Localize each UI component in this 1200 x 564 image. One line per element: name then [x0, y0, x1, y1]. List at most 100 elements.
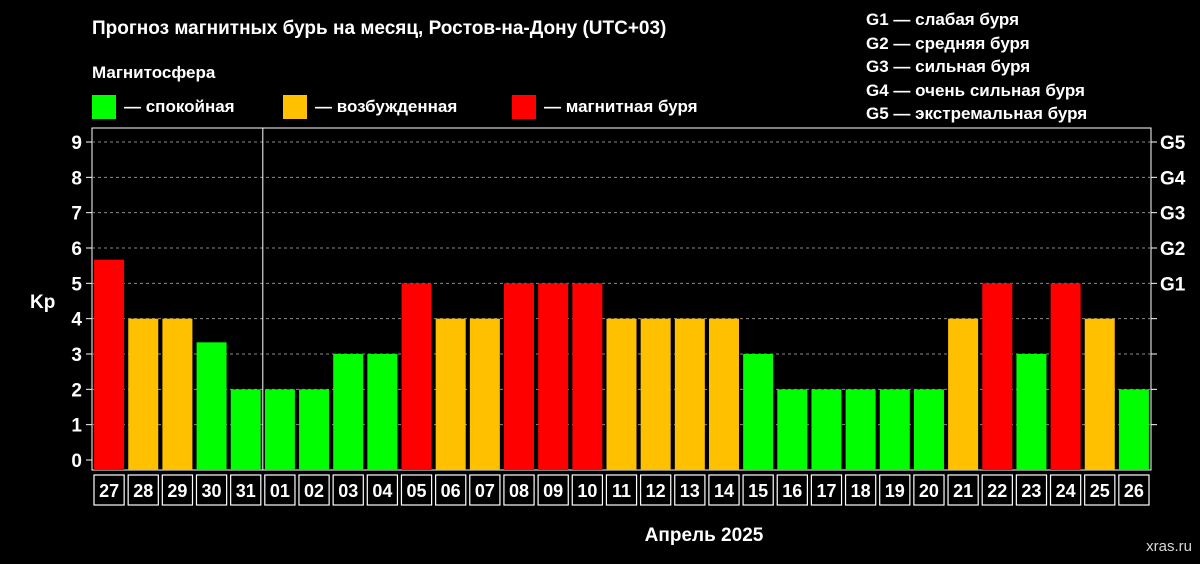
x-tick-label: 10 — [577, 481, 597, 501]
x-tick-label: 16 — [782, 481, 802, 501]
y-tick-label: 0 — [71, 451, 82, 472]
x-tick-label: 01 — [270, 481, 290, 501]
y-tick-label: 8 — [71, 168, 82, 189]
x-tick-box — [230, 474, 262, 506]
watermark: xras.ru — [1146, 538, 1192, 555]
x-tick-label: 26 — [1124, 481, 1144, 501]
bar-10 — [572, 283, 603, 470]
x-tick-box — [400, 474, 433, 506]
x-tick-box — [1049, 474, 1082, 506]
x-tick-box — [93, 474, 125, 506]
bar-15 — [743, 354, 774, 470]
right-tick-label-g5: G5 — [1160, 133, 1186, 154]
x-tick-label: 19 — [885, 481, 905, 501]
bar-30 — [196, 342, 227, 470]
x-tick-box — [571, 474, 604, 506]
y-tick-label: 4 — [71, 310, 82, 331]
x-tick-box — [161, 474, 194, 506]
bar-13 — [674, 318, 705, 470]
x-tick-label: 18 — [851, 481, 871, 501]
x-tick-label: 23 — [1021, 481, 1041, 501]
legend-swatch-storm — [512, 95, 536, 119]
x-tick-label: 21 — [953, 481, 973, 501]
bar-07 — [469, 318, 500, 470]
x-tick-box — [1084, 474, 1116, 506]
right-tick-label-g3: G3 — [1160, 204, 1185, 225]
x-tick-label: 22 — [987, 481, 1007, 501]
x-tick-label: 17 — [816, 481, 836, 501]
g-scale-g4: G4 — очень сильная буря — [866, 81, 1085, 100]
x-tick-label: 12 — [646, 481, 666, 501]
legend-label-calm: — спокойная — [124, 97, 235, 116]
x-tick-box — [776, 474, 808, 506]
y-tick-label: 3 — [71, 345, 82, 366]
x-tick-label: 24 — [1056, 481, 1076, 501]
legend-label-excited: — возбужденная — [315, 97, 457, 116]
x-tick-label: 03 — [338, 481, 358, 501]
bar-26 — [1118, 389, 1149, 470]
g-scale-g2: G2 — средняя буря — [866, 34, 1030, 53]
x-tick-box — [810, 474, 843, 506]
x-tick-label: 28 — [133, 481, 153, 501]
x-tick-label: 08 — [509, 481, 529, 501]
g-scale-g1: G1 — слабая буря — [866, 10, 1019, 29]
x-tick-label: 15 — [748, 481, 768, 501]
right-tick-label-g1: G1 — [1160, 274, 1186, 295]
legend-heading: Магнитосфера — [92, 63, 216, 82]
bar-21 — [948, 318, 979, 470]
bar-20 — [913, 389, 944, 470]
x-tick-box — [127, 474, 159, 506]
bar-18 — [845, 389, 876, 470]
legend-swatch-calm — [92, 95, 116, 119]
x-tick-label: 27 — [99, 481, 119, 501]
bar-14 — [708, 318, 739, 470]
x-tick-box — [1015, 474, 1048, 506]
bar-04 — [367, 354, 398, 470]
x-tick-box — [264, 474, 296, 506]
bar-09 — [538, 283, 569, 470]
bar-19 — [879, 389, 910, 470]
x-tick-box — [469, 474, 501, 506]
x-tick-label: 07 — [475, 481, 495, 501]
x-tick-box — [981, 474, 1013, 506]
bar-17 — [811, 389, 842, 470]
x-tick-label: 29 — [167, 481, 187, 501]
bar-31 — [230, 389, 261, 470]
bar-06 — [435, 318, 466, 470]
legend-label-storm: — магнитная буря — [544, 97, 698, 116]
x-tick-label: 13 — [680, 481, 700, 501]
bar-28 — [128, 318, 159, 470]
bar-05 — [401, 283, 432, 470]
x-tick-label: 20 — [919, 481, 939, 501]
x-tick-box — [366, 474, 399, 506]
bar-01 — [264, 389, 295, 470]
x-tick-box — [639, 474, 672, 506]
right-tick-label-g4: G4 — [1160, 168, 1186, 189]
y-tick-label: 9 — [71, 133, 82, 154]
y-tick-label: 1 — [71, 416, 82, 437]
g-scale-g3: G3 — сильная буря — [866, 57, 1030, 76]
x-tick-label: 02 — [304, 481, 324, 501]
x-tick-box — [195, 474, 228, 506]
bar-27 — [94, 259, 125, 470]
bar-02 — [299, 389, 330, 470]
g-scale-g5: G5 — экстремальная буря — [866, 104, 1087, 123]
x-tick-box — [298, 474, 330, 506]
legend-swatch-excited — [283, 95, 307, 119]
x-tick-label: 05 — [407, 481, 427, 501]
x-tick-label: 06 — [441, 481, 461, 501]
right-tick-label-g2: G2 — [1160, 239, 1185, 260]
x-tick-box — [537, 474, 569, 506]
x-tick-label: 09 — [543, 481, 563, 501]
y-tick-label: 7 — [71, 204, 82, 225]
bar-22 — [982, 283, 1013, 470]
bar-03 — [333, 354, 364, 470]
x-tick-box — [503, 474, 535, 506]
x-tick-box — [674, 474, 706, 506]
y-tick-label: 6 — [71, 239, 82, 260]
x-tick-label: 14 — [714, 481, 734, 501]
chart-title: Прогноз магнитных бурь на месяц, Ростов-… — [92, 18, 666, 39]
bar-23 — [1016, 354, 1047, 470]
bar-24 — [1050, 283, 1081, 470]
